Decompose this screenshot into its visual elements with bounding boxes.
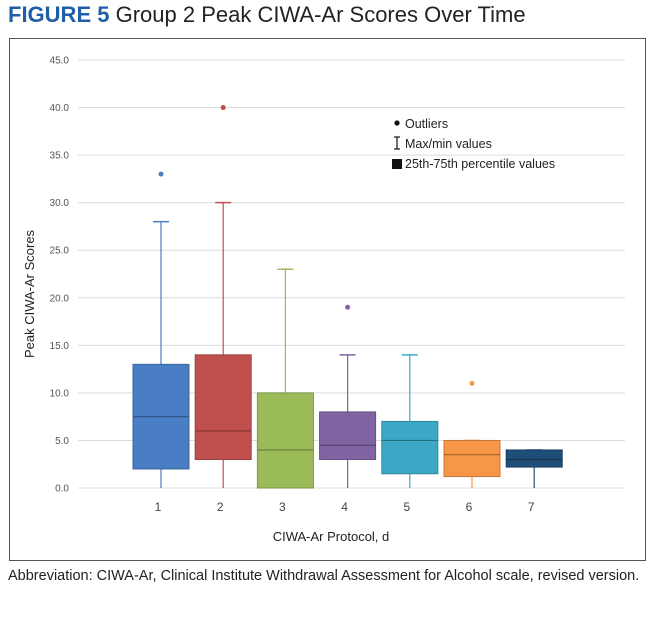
x-tick-label: 6 (466, 500, 473, 514)
iqr-box (381, 420, 439, 475)
y-tick-label: 20.0 (50, 293, 70, 304)
x-axis-title: CIWA-Ar Protocol, d (273, 529, 390, 544)
y-tick-label: 40.0 (50, 103, 70, 114)
legend-box-marker (392, 159, 402, 169)
legend-item-percentile: 25th-75th percentile values (405, 157, 555, 171)
iqr-box (256, 392, 314, 489)
iqr-box (443, 439, 501, 478)
y-tick-label: 35.0 (50, 151, 70, 162)
outlier-point (469, 380, 475, 386)
figure-title: FIGURE 5 Group 2 Peak CIWA-Ar Scores Ove… (8, 2, 526, 28)
figure-name: Group 2 Peak CIWA-Ar Scores Over Time (115, 2, 526, 27)
iqr-box (194, 354, 252, 460)
y-tick-label: 5.0 (55, 436, 69, 447)
outlier-point (220, 105, 226, 111)
chart-frame (9, 38, 646, 561)
legend-item-range: Max/min values (405, 137, 492, 151)
x-tick-label: 4 (341, 500, 348, 514)
y-tick-label: 10.0 (50, 388, 70, 399)
y-tick-label: 45.0 (50, 56, 70, 67)
outlier-point (158, 171, 164, 177)
legend-item-outliers: Outliers (405, 117, 448, 131)
footnote: Abbreviation: CIWA-Ar, Clinical Institut… (8, 568, 640, 584)
figure-label: FIGURE 5 (8, 2, 110, 27)
y-tick-label: 30.0 (50, 198, 70, 209)
x-tick-label: 7 (528, 500, 535, 514)
y-tick-label: 25.0 (50, 246, 70, 257)
x-tick-label: 3 (279, 500, 286, 514)
outlier-point (345, 304, 351, 310)
iqr-box (319, 411, 377, 460)
x-tick-label: 5 (403, 500, 410, 514)
x-tick-label: 2 (217, 500, 224, 514)
iqr-box (505, 449, 563, 468)
y-tick-label: 0.0 (55, 484, 69, 495)
legend-outlier-marker (394, 120, 400, 126)
y-tick-label: 15.0 (50, 341, 70, 352)
box-plot-chart: 0.0 5.0 10.0 15.0 20.0 25.0 30.0 35.0 40.0 45.0 Pe… (22, 56, 625, 544)
y-axis-title: Peak CIWA-Ar Scores (22, 229, 37, 358)
x-tick-label: 1 (155, 500, 162, 514)
